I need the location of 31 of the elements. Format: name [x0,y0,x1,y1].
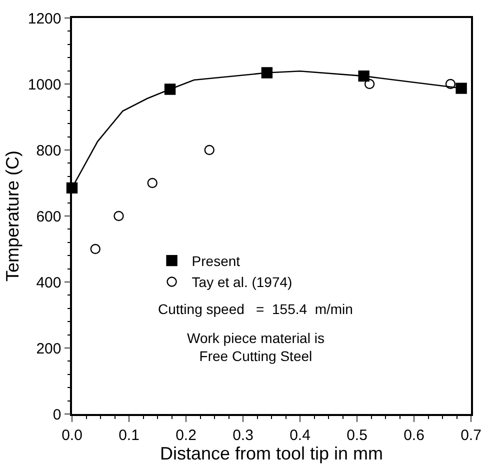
point [114,210,124,222]
y-tick-label: 400 [36,274,62,292]
x-tick-label: 0.1 [118,426,140,444]
x-axis-title: Distance from tool tip in mm [160,444,384,464]
y-tick-label: 200 [36,340,62,358]
y-tick-label: 800 [36,142,62,160]
annotation: Cutting speed = 155.4 m/min [158,301,353,317]
x-tick-label: 0.3 [232,426,254,444]
point [456,82,467,94]
x-tick-label: 0.4 [290,426,310,444]
y-tick-label: 1000 [28,76,62,94]
point [164,84,176,95]
legend-label: Present [192,253,240,269]
point [364,78,375,90]
point [147,178,158,188]
x-tick-label: 0.0 [62,426,82,444]
x-tick-label: 0.5 [346,426,368,444]
x-tick-label: 0.6 [404,426,424,444]
point [358,70,370,82]
y-axis-title: Temperature (C) [2,150,23,282]
x-tick-label: 0.2 [176,426,196,444]
point [261,67,273,78]
x-tick-label: 0.7 [460,426,482,444]
legend-label: Tay et al. (1974) [192,274,292,290]
y-tick-label: 1200 [28,10,62,28]
point [204,144,214,156]
y-tick-label: 0 [52,406,62,424]
annotation: Work piece material is Free Cutting Steel [187,330,324,364]
point [445,78,456,90]
point [90,244,100,254]
y-tick-label: 600 [36,208,62,226]
